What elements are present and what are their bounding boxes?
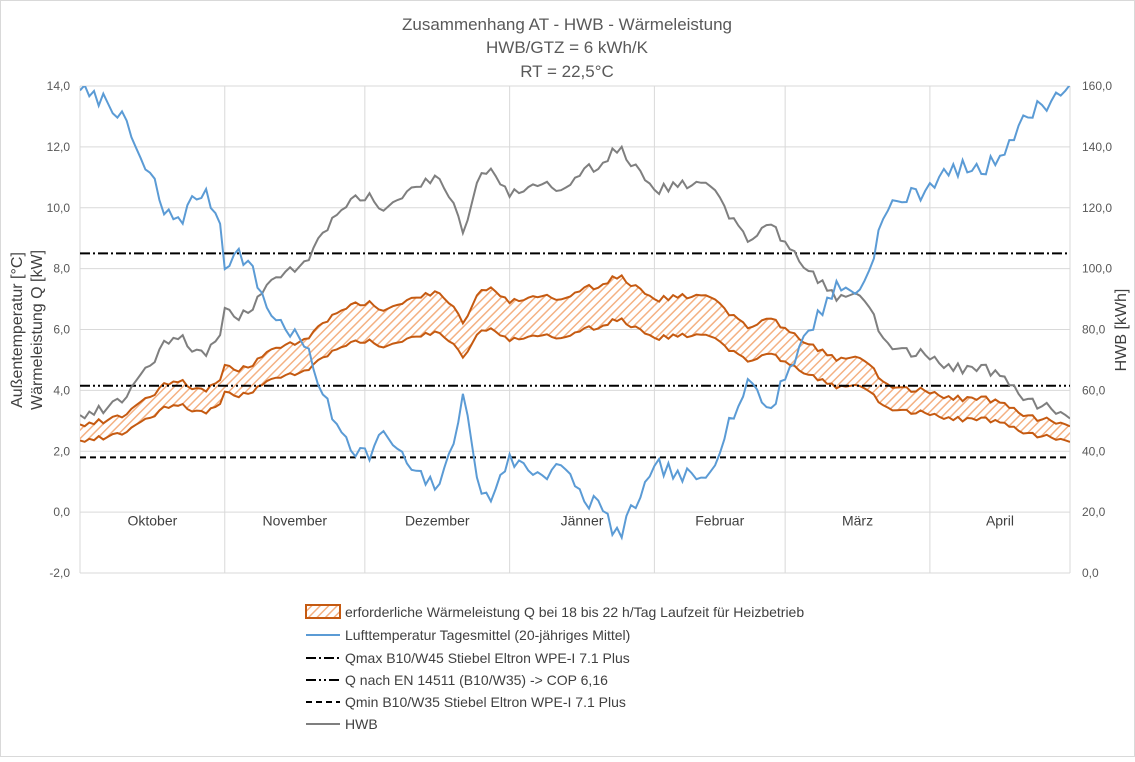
month-label: März	[842, 512, 873, 528]
month-label: Dezember	[405, 512, 470, 528]
heat-demand-band-layer	[80, 274, 1070, 443]
y-tick-right-label: 120,0	[1082, 201, 1112, 215]
chart-subtitle-gtz: HWB/GTZ = 6 kWh/K	[486, 38, 649, 57]
chart-title: Zusammenhang AT - HWB - Wärmeleistung	[402, 15, 732, 34]
month-label: Oktober	[127, 512, 177, 528]
month-label: Februar	[695, 512, 744, 528]
legend-label-hwb: HWB	[345, 716, 378, 732]
y-tick-left-label: 12,0	[47, 140, 71, 154]
heat-demand-upper-line	[80, 274, 1070, 428]
month-label: November	[263, 512, 328, 528]
month-labels: Oktober November Dezember Jänner Februar März…	[127, 512, 1013, 528]
y-axis-left-label-power: Wärmeleistung Q [kW]	[29, 250, 46, 410]
reference-lines-layer	[80, 252, 1070, 459]
y-tick-right-label: 20,0	[1082, 505, 1106, 519]
month-label: Jänner	[561, 512, 604, 528]
legend-label-air-temperature: Lufttemperatur Tagesmittel (20-jähriges …	[345, 627, 630, 643]
y-axis-right-ticks: 0,0 20,0 40,0 60,0 80,0 100,0 120,0 140,0 160,0	[1082, 79, 1112, 580]
y-tick-right-label: 160,0	[1082, 79, 1112, 93]
y-tick-left-label: 4,0	[53, 383, 70, 397]
chart-subtitle-rt: RT = 22,5°C	[520, 62, 614, 81]
legend-swatch-heat-demand	[305, 604, 341, 619]
y-tick-left-label: 8,0	[53, 262, 70, 276]
y-tick-right-label: 80,0	[1082, 323, 1106, 337]
y-axis-left-ticks: -2,0 0,0 2,0 4,0 6,0 8,0 10,0 12,0 14,0	[47, 79, 71, 580]
legend-item-air-temperature[interactable]: Lufttemperatur Tagesmittel (20-jähriges …	[306, 627, 630, 643]
legend: erforderliche Wärmeleistung Q bei 18 bis…	[305, 604, 804, 732]
y-tick-left-label: -2,0	[49, 566, 70, 580]
y-tick-left-label: 2,0	[53, 444, 70, 458]
y-tick-right-label: 40,0	[1082, 444, 1106, 458]
series-layer	[80, 86, 1070, 541]
month-label: April	[986, 512, 1014, 528]
y-tick-right-label: 100,0	[1082, 262, 1112, 276]
y-tick-right-label: 0,0	[1082, 566, 1099, 580]
legend-item-heat-demand[interactable]: erforderliche Wärmeleistung Q bei 18 bis…	[305, 604, 804, 620]
heat-demand-lower-line	[80, 317, 1070, 443]
y-tick-right-label: 140,0	[1082, 140, 1112, 154]
legend-item-q-en14511[interactable]: Q nach EN 14511 (B10/W35) -> COP 6,16	[306, 672, 608, 688]
legend-item-qmin[interactable]: Qmin B10/W35 Stiebel Eltron WPE-I 7.1 Pl…	[306, 694, 626, 710]
legend-item-hwb[interactable]: HWB	[306, 716, 378, 732]
y-tick-right-label: 60,0	[1082, 383, 1106, 397]
heat-demand-band	[80, 275, 1070, 442]
air-temperature-series-line	[80, 86, 1070, 541]
legend-item-qmax[interactable]: Qmax B10/W45 Stiebel Eltron WPE-I 7.1 Pl…	[306, 650, 630, 666]
y-axis-left-label-temperature: Außentemperatur [°C]	[9, 252, 26, 408]
y-tick-left-label: 14,0	[47, 79, 71, 93]
y-axis-right-label: HWB [kWh]	[1113, 289, 1130, 372]
hwb-series-line	[80, 144, 1070, 420]
legend-label-qmax: Qmax B10/W45 Stiebel Eltron WPE-I 7.1 Pl…	[345, 650, 630, 666]
y-tick-left-label: 6,0	[53, 323, 70, 337]
y-tick-left-label: 10,0	[47, 201, 71, 215]
y-tick-left-label: 0,0	[53, 505, 70, 519]
legend-label-q-en14511: Q nach EN 14511 (B10/W35) -> COP 6,16	[345, 672, 608, 688]
legend-label-qmin: Qmin B10/W35 Stiebel Eltron WPE-I 7.1 Pl…	[345, 694, 626, 710]
legend-label-heat-demand: erforderliche Wärmeleistung Q bei 18 bis…	[345, 604, 804, 620]
